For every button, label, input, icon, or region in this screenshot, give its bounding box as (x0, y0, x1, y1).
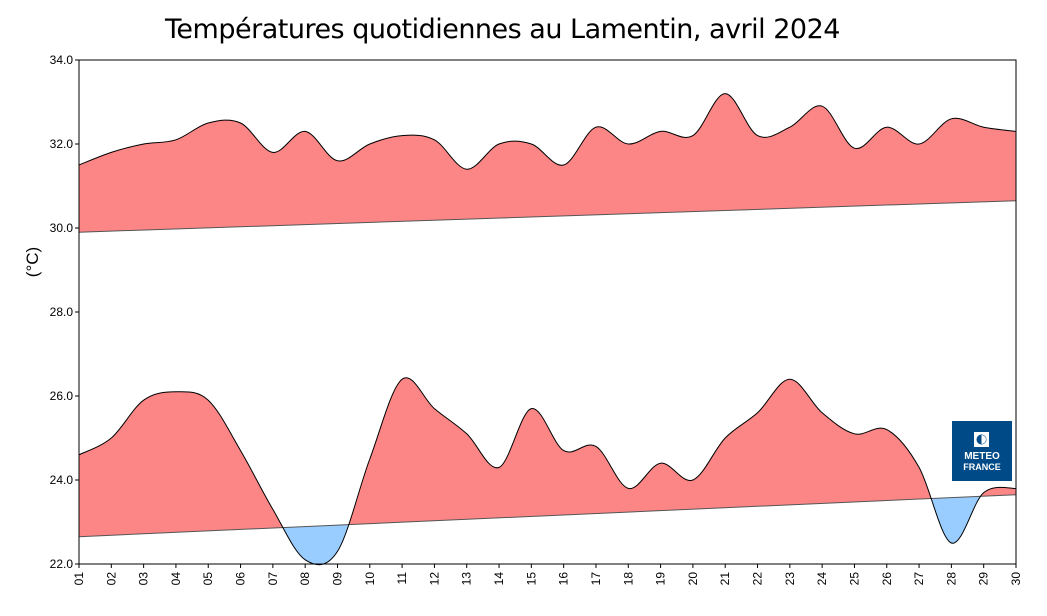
x-tick-label: 14 (492, 572, 506, 586)
y-tick-label: 22.0 (50, 557, 74, 571)
x-tick-label: 18 (621, 572, 635, 586)
x-tick-label: 25 (847, 572, 861, 586)
x-tick-label: 30 (1009, 572, 1023, 586)
x-tick-label: 15 (524, 572, 538, 586)
x-tick-label: 26 (880, 572, 894, 586)
logo-text-2: FRANCE (963, 462, 1001, 472)
logo-text-1: METEO (964, 451, 1000, 462)
x-tick-label: 12 (427, 572, 441, 586)
y-axis-label: (°C) (23, 247, 42, 277)
series-1-fill-above (79, 377, 1016, 537)
x-tick-label: 01 (72, 572, 86, 586)
x-tick-label: 17 (589, 572, 603, 586)
series-0-line (78, 93, 1017, 170)
x-tick-label: 11 (395, 572, 409, 585)
x-tick-label: 29 (977, 572, 991, 586)
x-tick-label: 13 (460, 572, 474, 586)
y-tick-label: 32.0 (50, 137, 74, 151)
x-tick-label: 08 (298, 572, 312, 586)
x-tick-label: 10 (363, 572, 377, 586)
meteo-france-logo: METEO FRANCE (952, 421, 1012, 481)
x-tick-label: 07 (266, 572, 280, 586)
series-0-normal-line (78, 200, 1017, 233)
y-tick-label: 26.0 (50, 389, 74, 403)
x-tick-label: 05 (201, 572, 215, 586)
x-tick-label: 09 (330, 572, 344, 586)
x-tick-label: 27 (912, 572, 926, 586)
x-tick-label: 19 (654, 572, 668, 586)
x-tick-label: 03 (137, 572, 151, 586)
x-tick-label: 21 (718, 572, 732, 586)
chart-title: Températures quotidiennes au Lamentin, a… (165, 14, 840, 45)
x-tick-label: 16 (557, 572, 571, 586)
series-1-line (78, 377, 1017, 566)
y-tick-label: 34.0 (50, 53, 74, 67)
x-tick-label: 24 (815, 572, 829, 586)
x-tick-label: 06 (234, 572, 248, 586)
y-tick-label: 28.0 (50, 305, 74, 319)
x-tick-label: 28 (944, 572, 958, 586)
series-1-normal-line (78, 494, 1017, 538)
plot-frame (78, 59, 1017, 565)
x-tick-label: 20 (686, 572, 700, 586)
y-tick-label: 24.0 (50, 473, 74, 487)
x-tick-label: 22 (751, 572, 765, 586)
x-tick-label: 04 (169, 572, 183, 586)
series-0-fill-above (79, 93, 1016, 233)
y-tick-label: 30.0 (50, 221, 74, 235)
x-tick-label: 02 (104, 572, 118, 586)
x-tick-label: 23 (783, 572, 797, 586)
